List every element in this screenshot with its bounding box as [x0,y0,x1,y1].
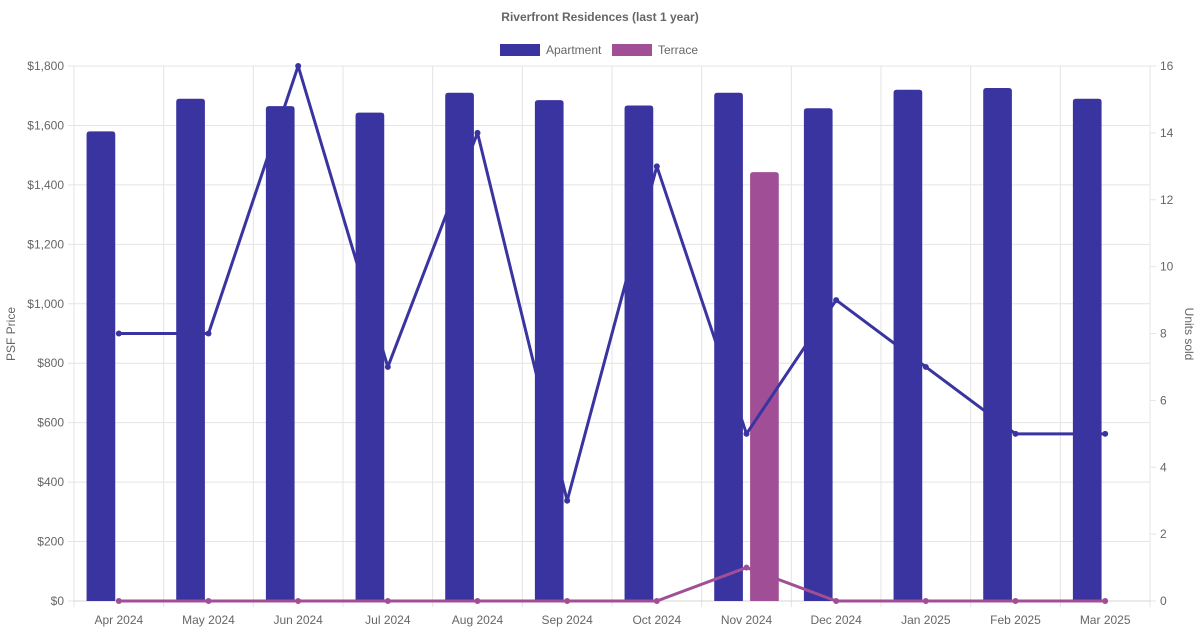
bar-apartment-11 [1072,98,1102,601]
y-tick-label-right: 14 [1160,126,1174,140]
bar-apartment-2 [265,106,295,601]
point-apartment-6 [653,163,660,170]
y-tick-label-right: 2 [1160,527,1167,541]
bar-apartment-9 [893,89,923,602]
y-tick-label-left: $1,800 [27,59,64,73]
point-terrace-7 [743,564,750,571]
y-tick-label-left: $400 [37,475,64,489]
y-tick-label-left: $1,600 [27,118,64,132]
chart-title: Riverfront Residences (last 1 year) [501,10,698,24]
y-tick-label-left: $1,200 [27,237,64,251]
y-tick-label-left: $0 [51,594,65,608]
y-axis-left-ticks: $0 $200 $400 $600 $800 $1,000 $1,200 $1,400 $1,6… [27,59,64,608]
point-terrace-11 [1102,598,1109,604]
point-terrace-5 [564,598,571,604]
y-axis-right-title: Units sold [1182,308,1196,361]
legend-label-apartment: Apartment [546,43,602,57]
bar-apartment-7 [714,92,743,601]
point-terrace-1 [205,598,212,604]
point-terrace-0 [115,598,122,604]
point-apartment-11 [1102,430,1109,437]
point-terrace-6 [653,598,660,604]
line-apartment-units [118,64,1106,503]
y-tick-label-right: 4 [1160,460,1167,474]
point-apartment-9 [922,363,929,370]
point-apartment-3 [384,363,391,370]
legend-label-terrace: Terrace [658,43,698,57]
y-tick-label-left: $800 [37,356,64,370]
bar-apartment-5 [534,100,564,602]
bar-apartment-0 [86,131,116,601]
point-terrace-2 [295,598,302,604]
x-tick-label: Apr 2024 [94,613,143,627]
x-tick-label: Jul 2024 [365,613,411,627]
point-apartment-4 [474,129,481,136]
y-tick-label-left: $200 [37,535,64,549]
y-tick-label-right: 12 [1160,193,1174,207]
bar-apartment-10 [983,87,1012,601]
y-axis-right-ticks: 0 2 4 6 8 10 12 14 16 [1160,59,1174,608]
gridlines [68,65,1156,607]
legend-swatch-apartment [500,44,540,56]
legend-swatch-terrace [612,44,652,56]
point-apartment-0 [115,330,122,337]
point-apartment-8 [833,297,840,304]
point-apartment-10 [1012,430,1019,437]
x-tick-label: Sep 2024 [541,613,593,627]
bar-apartment-4 [445,92,474,601]
point-apartment-5 [564,497,571,504]
y-axis-left-title: PSF Price [4,307,18,361]
x-tick-label: Dec 2024 [810,613,862,627]
x-tick-label: Aug 2024 [452,613,504,627]
point-terrace-9 [922,598,929,604]
y-tick-label-right: 6 [1160,393,1167,407]
bar-apartment-1 [176,98,205,601]
y-tick-label-left: $600 [37,416,64,430]
y-tick-label-right: 8 [1160,327,1167,341]
line-terrace-units [118,566,1106,603]
bar-apartment-3 [355,112,385,602]
y-tick-label-left: $1,400 [27,178,64,192]
x-axis-ticks: Apr 2024 May 2024 Jun 2024 Jul 2024 Aug 2024… [94,613,1130,627]
x-tick-label: Jan 2025 [901,613,951,627]
point-terrace-8 [833,598,840,604]
point-apartment-1 [205,330,212,337]
lines [115,63,1109,604]
bars [86,87,1102,602]
y-tick-label-right: 10 [1160,260,1174,274]
y-tick-label-right: 16 [1160,59,1174,73]
bar-apartment-6 [624,105,654,602]
x-tick-label: Jun 2024 [273,613,323,627]
bar-terrace-7 [750,172,779,601]
point-apartment-2 [295,63,302,69]
point-terrace-3 [384,598,391,604]
point-terrace-4 [474,598,481,604]
point-terrace-10 [1012,598,1019,604]
x-tick-label: Oct 2024 [632,613,681,627]
legend-item-apartment[interactable]: Apartment [500,43,602,57]
point-apartment-7 [743,430,750,437]
bar-apartment-8 [803,108,833,601]
x-tick-label: May 2024 [182,613,235,627]
x-tick-label: Nov 2024 [721,613,773,627]
y-tick-label-left: $1,000 [27,297,64,311]
y-tick-label-right: 0 [1160,594,1167,608]
legend: Apartment Terrace [500,43,698,57]
x-tick-label: Mar 2025 [1080,613,1131,627]
x-tick-label: Feb 2025 [990,613,1041,627]
legend-item-terrace[interactable]: Terrace [612,43,698,57]
